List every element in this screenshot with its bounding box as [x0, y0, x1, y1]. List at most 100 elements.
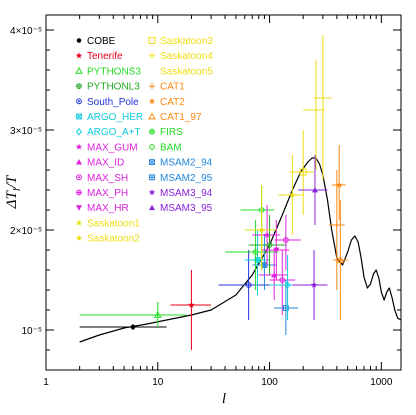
data-point-max-sh: [269, 250, 296, 315]
legend-marker: [149, 204, 155, 211]
x-axis-title: l: [222, 391, 226, 407]
legend-marker: [75, 66, 83, 74]
y-tick-label: 4×10⁻⁵: [10, 26, 42, 37]
legend-marker: [149, 52, 155, 59]
y-tick-label: 3×10⁻⁵: [10, 126, 42, 137]
legend-label: South_Pole: [87, 97, 139, 108]
data-point-argo-her: [244, 230, 270, 295]
legend-entry-max-ph: MAX_PH: [76, 188, 128, 199]
legend-label: ARGO_A+T: [87, 127, 141, 138]
legend-marker: [149, 159, 155, 165]
legend-label: Saskatoon4: [160, 51, 213, 62]
legend-label: COBE: [87, 36, 116, 47]
point-marker: [153, 310, 162, 318]
data-point-tenerife: [170, 270, 212, 350]
legend-label: BAM: [160, 142, 182, 153]
legend-marker: [76, 113, 82, 120]
point-marker: [282, 237, 289, 243]
legend-entry-cat1: CAT1: [149, 82, 185, 93]
point-marker: [266, 242, 273, 248]
data-point-msam3-94: [292, 250, 328, 320]
legend-label: CAT1_97: [160, 112, 202, 123]
legend-marker: [149, 83, 155, 90]
legend-entry-max-gum: MAX_GUM: [75, 142, 138, 153]
data-point-pythons3: [79, 302, 187, 327]
legend-label: MSAM3_94: [160, 188, 213, 199]
legend-marker: [148, 189, 156, 196]
point-marker: [263, 231, 271, 238]
legend: COBE Tenerife PYTHONS3 PYTHONL3 South_Pole AR…: [75, 36, 213, 245]
legend-label: CAT1: [160, 82, 185, 93]
legend-entry-max-sh: MAX_SH: [76, 173, 128, 184]
model-curve: [79, 157, 402, 343]
x-tick-label: 1: [43, 377, 49, 388]
legend-entry-msam2-95: MSAM2_95: [149, 173, 213, 184]
x-tick-label: 100: [261, 377, 278, 388]
point-marker: [252, 249, 259, 255]
legend-marker: [76, 174, 82, 181]
legend-marker: [75, 52, 83, 59]
point-marker: [333, 222, 340, 228]
legend-entry-msam2-94: MSAM2_94: [149, 158, 213, 169]
legend-label: MAX_SH: [87, 173, 128, 184]
point-marker: [284, 281, 291, 289]
legend-marker: [75, 127, 83, 136]
legend-entry-msam3-95: MSAM3_95: [149, 203, 213, 214]
legend-entry-pythons3: PYTHONS3: [75, 66, 141, 77]
point-marker: [258, 226, 265, 233]
data-point-msam2-95: [274, 280, 299, 335]
legend-label: Tenerife: [87, 51, 123, 62]
legend-entry-cobe: COBE: [76, 36, 116, 47]
legend-entry-saskatoon1: Saskatoon1: [75, 218, 140, 229]
point-marker: [299, 168, 307, 176]
legend-marker: [75, 219, 83, 226]
legend-marker: [75, 234, 83, 241]
data-point-saskatoon4: [303, 60, 325, 170]
data-point-max-ph: [274, 215, 301, 270]
legend-label: FIRS: [160, 127, 183, 138]
legend-label: MAX_ID: [87, 158, 124, 169]
point-marker: [336, 181, 343, 188]
data-point-msam3-95: [298, 155, 328, 225]
legend-label: MSAM3_95: [160, 203, 213, 214]
data-point-south-pole: [218, 250, 270, 320]
point-marker: [279, 277, 286, 283]
legend-label: Saskatoon5: [160, 66, 213, 77]
point-marker: [188, 301, 195, 308]
legend-entry-argo-a-t: ARGO_A+T: [75, 127, 141, 138]
y-tick-label: 2×10⁻⁵: [10, 226, 42, 237]
legend-entry-cat1-97: CAT1_97: [148, 112, 202, 123]
legend-marker: [148, 112, 156, 120]
legend-marker: [148, 37, 156, 44]
data-point-saskatoon2: [278, 155, 304, 235]
data-point-pythonl3: [248, 215, 286, 275]
data-point-cobe: [79, 324, 167, 330]
point-marker: [336, 255, 345, 263]
legend-entry-saskatoon2: Saskatoon2: [75, 234, 140, 245]
legend-label: Saskatoon1: [87, 218, 140, 229]
legend-entry-south-pole: South_Pole: [76, 97, 139, 108]
legend-entry-saskatoon4: Saskatoon4: [149, 51, 213, 62]
legend-label: Saskatoon2: [87, 234, 140, 245]
legend-label: CAT2: [160, 97, 185, 108]
legend-entry-bam: BAM: [149, 142, 182, 153]
point-marker: [311, 187, 318, 193]
x-tick-label: 1000: [370, 377, 393, 388]
legend-entry-max-id: MAX_ID: [76, 158, 124, 169]
point-marker: [271, 272, 278, 278]
legend-entry-msam3-94: MSAM3_94: [148, 188, 213, 199]
axis-ticks: 1 10 100 1000 10⁻⁵ 2×10⁻⁵ 3×10⁻⁵ 4×10⁻⁵: [10, 15, 401, 388]
point-marker: [130, 324, 136, 330]
x-tick-label: 10: [152, 377, 164, 388]
data-point-cat1-97: [333, 200, 348, 320]
data-point-saskatoon3: [289, 130, 315, 215]
point-marker: [273, 247, 280, 253]
legend-marker: [76, 83, 82, 89]
legend-entry-argo-her: ARGO_HER: [76, 112, 143, 123]
data-point-saskatoon1: [244, 185, 277, 270]
legend-label: MAX_PH: [87, 188, 128, 199]
legend-marker: [76, 159, 82, 165]
legend-label: MAX_HR: [87, 203, 129, 214]
legend-marker: [76, 189, 82, 196]
legend-label: ARGO_HER: [87, 112, 143, 123]
